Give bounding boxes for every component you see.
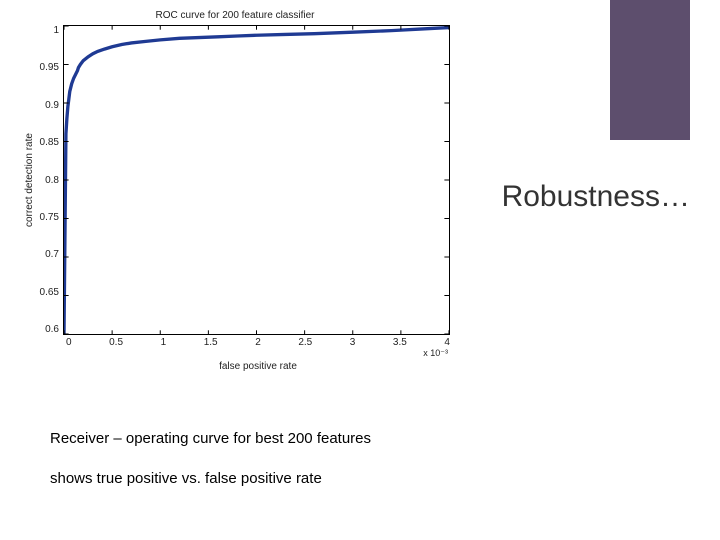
x-tick: 1.5 — [204, 337, 218, 348]
y-tick: 0.6 — [35, 324, 59, 335]
plot-area — [63, 25, 450, 335]
x-axis-label: false positive rate — [66, 361, 450, 372]
y-tick: 1 — [35, 25, 59, 36]
y-tick: 0.8 — [35, 175, 59, 186]
x-tick: 0.5 — [109, 337, 123, 348]
roc-line — [64, 26, 449, 334]
y-tick: 0.7 — [35, 249, 59, 260]
x-tick: 3 — [350, 337, 356, 348]
x-tick: 2.5 — [298, 337, 312, 348]
x-tick: 0 — [66, 337, 72, 348]
x-tick: 2 — [255, 337, 261, 348]
x-tick: 4 — [444, 337, 450, 348]
chart-title: ROC curve for 200 feature classifier — [20, 10, 450, 21]
accent-bar — [610, 0, 690, 140]
y-tick-labels: 1 0.95 0.9 0.85 0.8 0.75 0.7 0.65 0.6 — [35, 25, 63, 335]
x-tick: 1 — [161, 337, 167, 348]
y-tick: 0.9 — [35, 100, 59, 111]
y-tick: 0.95 — [35, 62, 59, 73]
x-tick-labels: 0 0.5 1 1.5 2 2.5 3 3.5 4 — [66, 335, 450, 348]
caption-line-1: Receiver – operating curve for best 200 … — [50, 430, 371, 447]
caption-line-2: shows true positive vs. false positive r… — [50, 470, 322, 487]
x-exponent-label: x 10⁻³ — [66, 348, 450, 359]
slide-title: Robustness… — [502, 180, 690, 214]
y-axis-label: correct detection rate — [20, 25, 35, 335]
y-tick: 0.75 — [35, 212, 59, 223]
roc-chart: ROC curve for 200 feature classifier cor… — [20, 10, 450, 370]
x-tick: 3.5 — [393, 337, 407, 348]
y-tick: 0.85 — [35, 137, 59, 148]
y-tick: 0.65 — [35, 287, 59, 298]
